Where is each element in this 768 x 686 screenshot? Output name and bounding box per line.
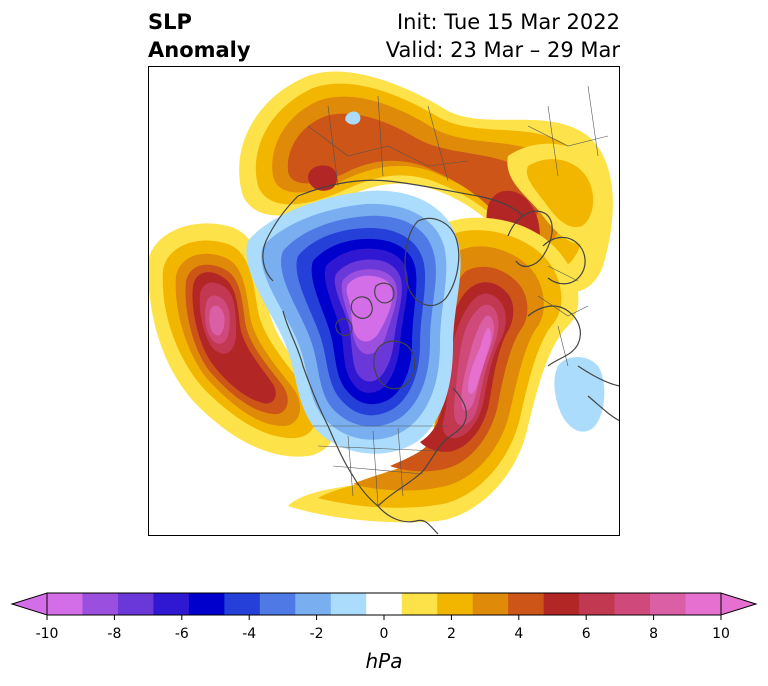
colorbar-extend-low [10, 592, 48, 616]
country-borders [307, 85, 609, 507]
colorbar-swatch [224, 593, 261, 615]
colorbar: -10 -8 -6 -4 -2 0 2 4 6 8 10 hPa [10, 592, 758, 673]
map-border [148, 66, 620, 536]
colorbar-swatch [366, 593, 403, 615]
colorbar-swatch [259, 593, 296, 615]
colorbar-tick-label: -2 [310, 626, 324, 642]
colorbar-tick-label: 2 [447, 626, 456, 642]
title-variable-sub: Anomaly [148, 38, 251, 62]
colorbar-tick-label: -4 [242, 626, 256, 642]
forecast-info: Init: Tue 15 Mar 2022 Valid: 23 Mar – 29… [386, 8, 620, 64]
colorbar-tick-label: -10 [36, 626, 59, 642]
colorbar-swatch [543, 593, 580, 615]
colorbar-swatch [401, 593, 438, 615]
colorbar-tick-label: 0 [380, 626, 389, 642]
colorbar-tick-label: 6 [582, 626, 591, 642]
colorbar-swatch [472, 593, 509, 615]
negative-anomaly-atlantic [554, 357, 605, 432]
colorbar-swatch [82, 593, 119, 615]
colorbar-unit: hPa [366, 649, 403, 673]
title-variable: SLP [148, 10, 192, 34]
colorbar-swatch [330, 593, 367, 615]
positive-anomaly-pacific [148, 223, 335, 457]
colorbar-ticks: -10 -8 -6 -4 -2 0 2 4 6 8 10 [36, 615, 730, 642]
valid-range: Valid: 23 Mar – 29 Mar [385, 38, 620, 62]
colorbar-swatch [650, 593, 687, 615]
colorbar-swatch [685, 593, 722, 615]
colorbar-extend-high [720, 592, 758, 616]
colorbar-swatch [579, 593, 616, 615]
colorbar-swatch [295, 593, 332, 615]
colorbar-swatches [10, 592, 758, 616]
colorbar-swatch [614, 593, 651, 615]
colorbar-tick-label: 4 [514, 626, 523, 642]
colorbar-tick-label: 8 [649, 626, 658, 642]
map-title: SLP Anomaly [148, 8, 251, 64]
negative-anomaly-arctic [246, 190, 461, 454]
colorbar-tick-label: -6 [175, 626, 189, 642]
colorbar-swatch [153, 593, 190, 615]
colorbar-tick-label: 10 [712, 626, 730, 642]
slp-anomaly-map [148, 66, 620, 536]
colorbar-swatch [117, 593, 154, 615]
colorbar-swatch [508, 593, 545, 615]
init-date: Init: Tue 15 Mar 2022 [396, 10, 620, 34]
colorbar-swatch [437, 593, 474, 615]
colorbar-tick-label: -8 [107, 626, 121, 642]
colorbar-swatch [188, 593, 225, 615]
colorbar-swatch [47, 593, 83, 615]
